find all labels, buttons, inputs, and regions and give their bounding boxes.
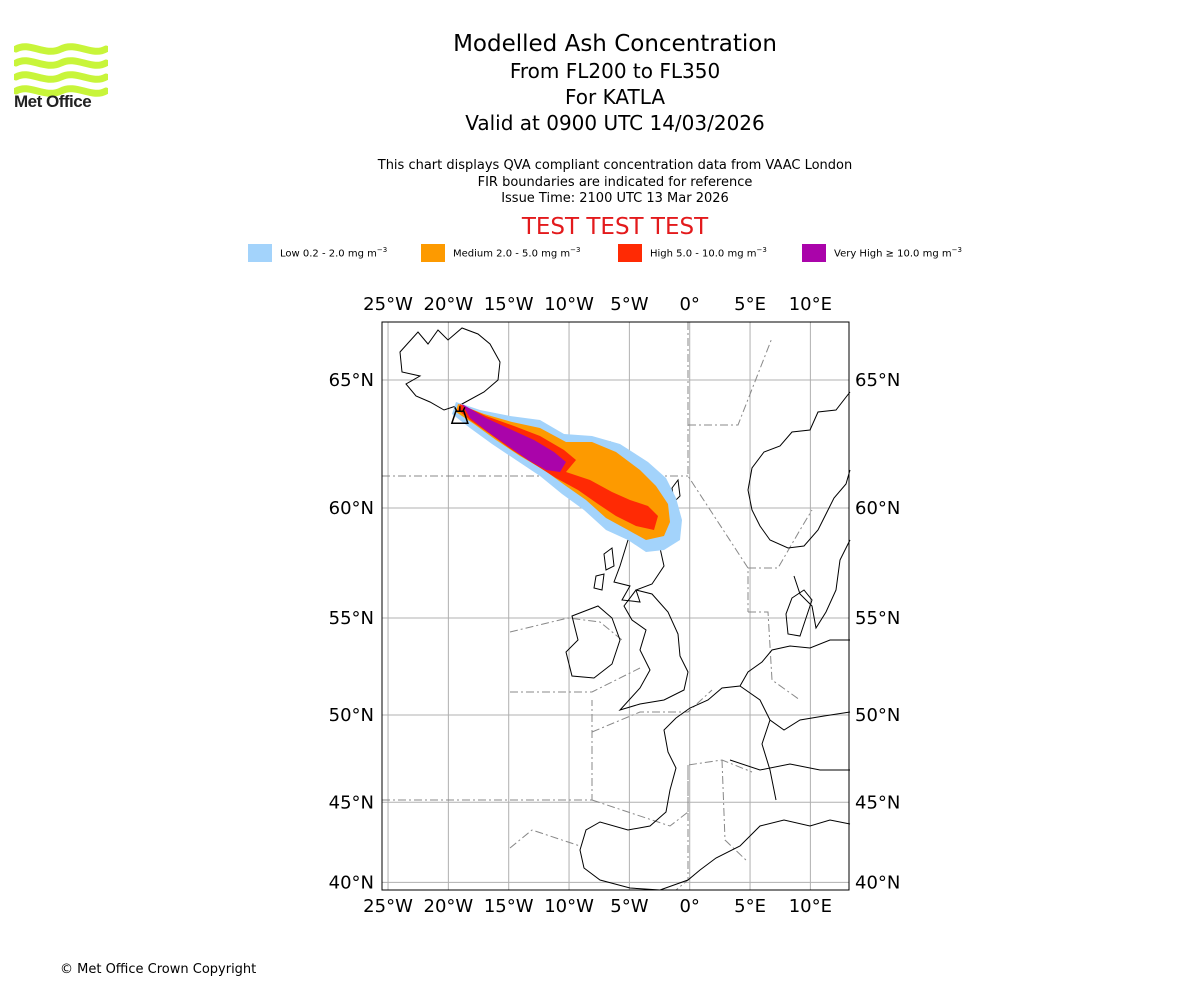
chart-title: Modelled Ash Concentration: [453, 31, 777, 57]
fir-boundary-line: [688, 337, 773, 426]
map-frame: [381, 321, 850, 891]
met-office-logo-text: Met Office: [14, 92, 92, 111]
lat-tick-label: 50°N: [329, 705, 374, 726]
lat-tick-label: 45°N: [329, 792, 374, 813]
met-office-logo-icon: [14, 43, 108, 97]
continental-coast: [579, 639, 851, 891]
test-banner: TEST TEST TEST: [521, 214, 709, 240]
lon-tick-label: 5°E: [734, 294, 766, 315]
lat-tick-label: 60°N: [855, 498, 900, 519]
fir-boundary-line: [510, 667, 641, 693]
lat-tick-label: 55°N: [329, 608, 374, 629]
legend-swatch-high: [618, 244, 642, 262]
fir-boundary-line: [591, 799, 689, 827]
iceland-coast: [399, 327, 501, 411]
chart-title-block: Modelled Ash Concentration From FL200 to…: [315, 30, 915, 136]
legend-swatch-low: [248, 244, 272, 262]
lon-tick-label: 20°W: [424, 896, 474, 917]
valid-time: Valid at 0900 UTC 14/03/2026: [465, 111, 765, 135]
lat-tick-label: 65°N: [855, 370, 900, 391]
fir-boundaries: [382, 322, 813, 891]
volcano-marker-icon: [450, 406, 469, 425]
legend-label-very-high: Very High ≥ 10.0 mg m−3: [834, 246, 962, 260]
logo-wave: [14, 71, 108, 83]
lon-tick-label: 15°W: [484, 896, 534, 917]
logo-wave: [14, 43, 108, 55]
fir-boundary-line: [687, 322, 749, 612]
fir-boundary-line: [687, 759, 753, 812]
legend-item-low: Low 0.2 - 2.0 mg m−3: [248, 244, 387, 262]
lon-tick-label: 5°W: [610, 294, 648, 315]
fir-boundary-line: [675, 765, 689, 891]
copyright: © Met Office Crown Copyright: [60, 962, 257, 977]
fir-boundary-line: [509, 829, 581, 849]
lat-tick-label: 55°N: [855, 608, 900, 629]
lat-tick-label: 40°N: [329, 872, 374, 893]
lon-tick-label: 25°W: [363, 294, 413, 315]
lon-tick-label: 10°E: [789, 896, 832, 917]
hebrides-coast: [593, 547, 615, 591]
flight-levels: From FL200 to FL350: [509, 59, 721, 83]
lon-tick-label: 25°W: [363, 896, 413, 917]
inner-borders: [729, 685, 851, 801]
legend-label-medium: Medium 2.0 - 5.0 mg m−3: [453, 246, 581, 260]
legend-label-high: High 5.0 - 10.0 mg m−3: [650, 246, 767, 260]
logo-wave: [14, 85, 108, 97]
lon-tick-label: 0°: [679, 896, 699, 917]
legend: Low 0.2 - 2.0 mg m−3 Medium 2.0 - 5.0 mg…: [0, 244, 1200, 264]
lat-tick-label: 50°N: [855, 705, 900, 726]
volcano-plume: [454, 406, 466, 412]
lat-tick-label: 60°N: [329, 498, 374, 519]
lon-tick-label: 15°W: [484, 294, 534, 315]
lon-tick-label: 20°W: [424, 294, 474, 315]
lon-tick-label: 5°W: [610, 896, 648, 917]
graticule: [382, 322, 849, 890]
legend-swatch-medium: [421, 244, 445, 262]
lon-tick-label: 10°E: [789, 294, 832, 315]
denmark-coast: [785, 589, 813, 637]
axis-tick-labels: 25°W 25°W 20°W 20°W 15°W 15°W 10°W 10°W 5°W 5°W 0°…: [329, 294, 901, 917]
fir-boundary-line: [591, 689, 713, 733]
logo-wave: [14, 57, 108, 69]
fir-boundary-line: [509, 617, 623, 641]
coastlines: [399, 327, 851, 891]
lat-tick-label: 65°N: [329, 370, 374, 391]
great-britain-coast: [618, 589, 689, 711]
volcano-name: For KATLA: [565, 85, 665, 109]
lon-tick-label: 10°W: [544, 896, 594, 917]
lon-tick-label: 5°E: [734, 896, 766, 917]
legend-item-very-high: Very High ≥ 10.0 mg m−3: [802, 244, 962, 262]
legend-label-low: Low 0.2 - 2.0 mg m−3: [280, 246, 388, 260]
lat-tick-label: 40°N: [855, 872, 900, 893]
norway-coast: [747, 391, 851, 549]
fir-boundary-line: [721, 759, 749, 863]
qva-note: This chart displays QVA compliant concen…: [377, 158, 853, 173]
sweden-coast: [793, 539, 851, 630]
legend-item-medium: Medium 2.0 - 5.0 mg m−3: [421, 244, 580, 262]
legend-item-high: High 5.0 - 10.0 mg m−3: [618, 244, 767, 262]
fir-boundary-line: [748, 611, 801, 701]
fir-note: FIR boundaries are indicated for referen…: [477, 174, 753, 190]
lon-tick-label: 0°: [679, 294, 699, 315]
ireland-coast: [565, 605, 621, 679]
lon-tick-label: 10°W: [544, 294, 594, 315]
chart-subtitle: This chart displays QVA compliant concen…: [315, 158, 915, 208]
ash-cloud: [452, 402, 682, 552]
ash-very-high-region: [462, 404, 566, 472]
volcano-cone: [450, 410, 469, 425]
issue-time: Issue Time: 2100 UTC 13 Mar 2026: [501, 191, 729, 206]
lat-tick-label: 45°N: [855, 792, 900, 813]
fir-boundary-line: [748, 509, 813, 569]
legend-swatch-very-high: [802, 244, 826, 262]
